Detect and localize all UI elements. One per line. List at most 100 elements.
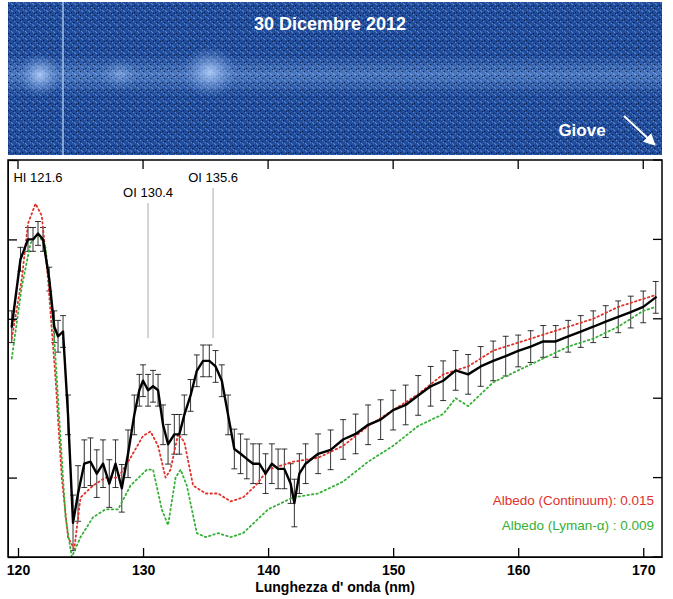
error-bar-cap [18,247,24,248]
error-bar-cap [653,281,659,282]
error-bar-cap [428,406,434,407]
error-bar-cap [590,310,596,311]
x-axis-title: Lunghezza d' onda (nm) [255,579,415,595]
x-tick-label: 170 [632,562,656,578]
error-bar-cap [176,414,182,415]
error-bar-cap [30,251,36,252]
error-bar-cap [503,336,509,337]
error-bar-cap [263,493,269,494]
plot-marks [9,204,659,557]
x-tick: 170 [632,548,656,578]
error-bar-cap [106,507,112,508]
image-panel: 30 Dicembre 2012Giove [8,2,662,155]
error-bar-cap [81,439,87,440]
error-bar-cap [578,315,584,316]
x-tick: 120 [7,548,31,578]
error-bar-cap [244,439,250,440]
legend-entry: Albedo (Continuum): 0.015 [493,493,654,508]
x-tick-label: 120 [7,562,31,578]
image-blob [100,58,140,90]
x-axis: 120 130 140 150 160 170 [7,548,663,578]
legend-entry: Albedo (Lyman-α) : 0.009 [502,518,654,533]
error-bar-cap [415,415,421,416]
image-blob [18,53,62,97]
error-bar-cap [213,382,219,383]
error-bar-cap [553,357,559,358]
error-bar-cap [615,300,621,301]
error-bar-cap [328,429,334,430]
error-bar-cap [119,512,125,513]
error-bar-cap [150,370,156,371]
y-axis [8,161,17,558]
error-bar-cap [119,464,125,465]
error-bar-cap [315,473,321,474]
error-bar-cap [440,360,446,361]
annotations: HI 121.6OI 130.4OI 135.6 [13,170,238,338]
error-bar-cap [440,400,446,401]
error-bar-cap [238,473,244,474]
x-tick-mark [393,548,394,557]
error-bar-cap [640,322,646,323]
error-bar-cap [155,374,161,375]
y-tick-mark [8,319,17,320]
error-bar-cap [165,424,171,425]
y-tick [8,398,17,399]
error-bar-cap [603,337,609,338]
error-bar-cap [296,493,302,494]
error-bar-cap [540,325,546,326]
error-bar-cap [145,374,151,375]
error-bar-cap [269,483,275,484]
error-bar-cap [553,325,559,326]
plot-background [8,160,662,557]
error-bar-cap [219,364,225,365]
y-tick-mark-right [653,398,662,399]
error-bar-cap [303,483,309,484]
error-bar-cap [194,386,200,387]
y-tick-mark-right [653,318,662,319]
error-bar-cap [296,453,302,454]
direction-arrow [624,116,654,144]
x-tick: 150 [382,548,406,578]
error-bar-cap [35,245,41,246]
error-bar-cap [590,342,596,343]
error-bar-cap [100,439,106,440]
error-bar-cap [275,488,281,489]
y-tick-mark-right [653,239,662,240]
error-bar-cap [390,429,396,430]
error-bar-cap [181,434,187,435]
error-bar-cap [213,350,219,351]
error-bar-cap [653,313,659,314]
error-bar-cap [465,354,471,355]
error-bar-cap [55,352,61,353]
error-bar-cap [106,459,112,460]
error-bar-cap [165,464,171,465]
error-bar-cap [94,497,100,498]
image-streak [62,2,64,155]
error-bar-cap [478,346,484,347]
error-bar-cap [181,395,187,396]
error-bar-cap [340,419,346,420]
error-bar-cap [275,449,281,450]
error-bar-cap [565,320,571,321]
error-bar-cap [75,465,81,466]
error-bar-cap [453,350,459,351]
error-bar-cap [188,411,194,412]
error-bar-cap [578,347,584,348]
error-bar-cap [288,503,294,504]
error-bar-cap [113,487,119,488]
error-bar-cap [365,444,371,445]
annotation-label: OI 135.6 [188,170,238,185]
error-bar-cap [415,375,421,376]
x-tick: 130 [132,548,156,578]
error-bars [9,222,659,551]
error-bar-cap [176,454,182,455]
error-bar-cap [628,327,634,328]
y-tick-mark-right [653,477,662,478]
error-bar-cap [200,345,206,346]
x-tick-label: 160 [507,562,531,578]
x-tick-label: 140 [257,562,281,578]
legend: Albedo (Continuum): 0.015 Albedo (Lyman-α… [493,493,654,533]
error-bar-cap [150,402,156,403]
annotation-label: OI 130.4 [123,185,173,200]
annotation-line [212,188,213,338]
